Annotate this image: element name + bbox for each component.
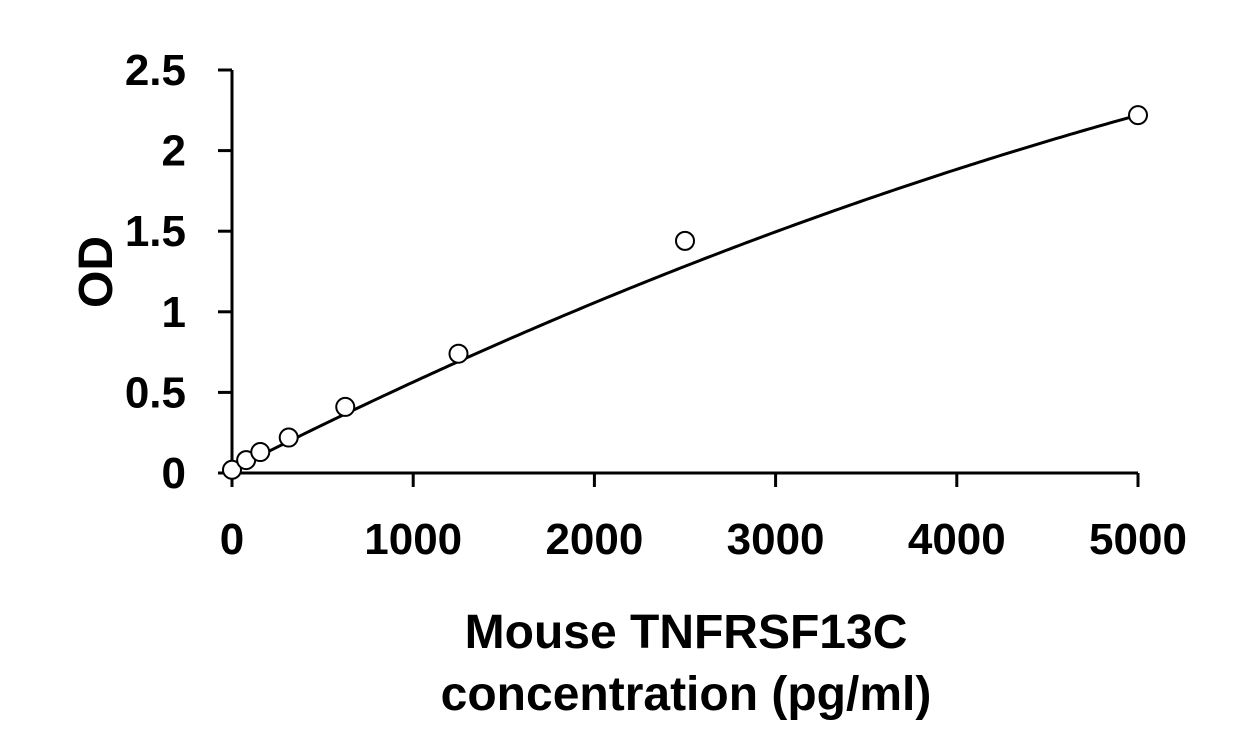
x-tick-label: 4000 — [908, 515, 1006, 564]
x-tick-label: 2000 — [545, 515, 643, 564]
x-tick-label: 3000 — [727, 515, 825, 564]
x-tick-label: 0 — [220, 515, 244, 564]
data-point — [278, 427, 299, 448]
x-axis-title-line-2: concentration (pg/ml) — [441, 668, 932, 721]
curve-layer — [231, 113, 1139, 472]
y-tick-label: 1.5 — [125, 207, 186, 256]
fit-curve — [231, 113, 1139, 472]
data-point — [1128, 105, 1148, 126]
y-tick-label: 2.5 — [125, 46, 186, 95]
data-point — [335, 396, 356, 417]
y-tick-label: 0.5 — [125, 368, 186, 417]
data-point — [448, 343, 469, 364]
x-axis-title-line-1: Mouse TNFRSF13C — [465, 606, 908, 659]
data-point — [250, 442, 271, 463]
x-axis-title: Mouse TNFRSF13C concentration (pg/ml) — [441, 606, 932, 721]
y-ticks: 0 0.5 1 1.5 2 2.5 — [125, 46, 232, 498]
x-tick-label: 1000 — [364, 515, 462, 564]
axes-layer — [218, 70, 1138, 475]
y-tick-label: 1 — [162, 288, 186, 337]
points-layer — [222, 105, 1148, 480]
data-point — [675, 230, 695, 251]
data-point — [222, 459, 242, 480]
y-tick-label: 0 — [162, 449, 186, 498]
x-tick-label: 5000 — [1089, 515, 1187, 564]
y-axis-title: OD — [70, 236, 123, 308]
x-ticks: 0 1000 2000 3000 4000 5000 — [220, 473, 1187, 564]
y-tick-label: 2 — [162, 127, 186, 176]
